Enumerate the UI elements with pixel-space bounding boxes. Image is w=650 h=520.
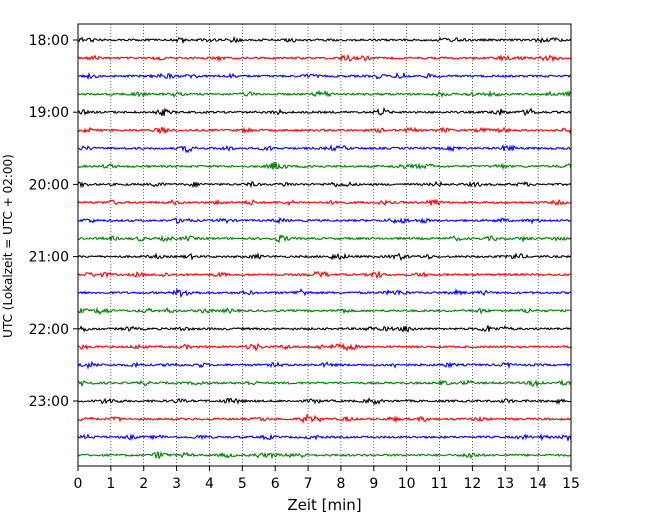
trace-row-7 [77, 161, 572, 171]
seismogram-traces [77, 35, 572, 460]
x-tick-label-13: 13 [496, 476, 514, 492]
x-tick-label-0: 0 [74, 476, 83, 492]
y-tick-label-1: 19:00 [29, 105, 69, 121]
x-tick-label-1: 1 [106, 476, 115, 492]
trace-row-8 [77, 180, 572, 189]
plot-frame [77, 23, 572, 467]
trace-row-18 [77, 360, 572, 370]
grid-lines [110, 24, 539, 466]
x-tick-label-14: 14 [529, 476, 547, 492]
trace-row-14 [77, 287, 572, 299]
y-tick-label-4: 22:00 [29, 322, 69, 338]
trace-row-20 [77, 397, 572, 406]
x-tick-label-4: 4 [205, 476, 214, 492]
trace-row-12 [77, 252, 572, 262]
trace-row-10 [77, 216, 572, 225]
trace-row-9 [77, 198, 572, 207]
trace-row-21 [77, 413, 572, 424]
y-axis-label: UTC (Lokalzeit = UTC + 02:00) [1, 154, 15, 338]
y-tick-label-3: 21:00 [29, 250, 69, 266]
trace-row-16 [77, 325, 572, 333]
trace-row-19 [77, 378, 572, 389]
x-tick-label-15: 15 [562, 476, 580, 492]
x-tick-label-9: 9 [369, 476, 378, 492]
trace-row-15 [77, 306, 572, 315]
x-tick-label-10: 10 [398, 476, 416, 492]
x-tick-label-6: 6 [271, 476, 280, 492]
x-tick-label-11: 11 [431, 476, 449, 492]
trace-row-2 [77, 71, 572, 81]
trace-row-3 [77, 89, 572, 98]
trace-row-13 [77, 270, 572, 280]
trace-row-5 [77, 126, 572, 135]
trace-row-6 [77, 143, 572, 154]
x-tick-label-12: 12 [463, 476, 481, 492]
x-tick-label-7: 7 [304, 476, 313, 492]
x-tick-label-2: 2 [139, 476, 148, 492]
trace-row-22 [77, 432, 572, 442]
y-tick-label-5: 23:00 [29, 394, 69, 410]
trace-row-23 [77, 450, 572, 460]
y-tick-label-2: 20:00 [29, 177, 69, 193]
trace-row-11 [77, 234, 572, 244]
trace-row-1 [77, 53, 572, 63]
trace-row-17 [77, 342, 572, 352]
trace-row-4 [77, 106, 572, 117]
trace-row-0 [77, 35, 572, 45]
y-tick-label-0: 18:00 [29, 33, 69, 49]
x-axis-ticks: 0 1 2 3 4 5 6 7 8 9 10 11 12 13 14 15 [74, 466, 580, 492]
x-tick-label-8: 8 [336, 476, 345, 492]
x-tick-label-5: 5 [238, 476, 247, 492]
x-axis-label: Zeit [min] [287, 496, 361, 514]
x-tick-label-3: 3 [172, 476, 181, 492]
y-axis-ticks: 18:00 19:00 20:00 21:00 22:00 23:00 [29, 33, 78, 410]
